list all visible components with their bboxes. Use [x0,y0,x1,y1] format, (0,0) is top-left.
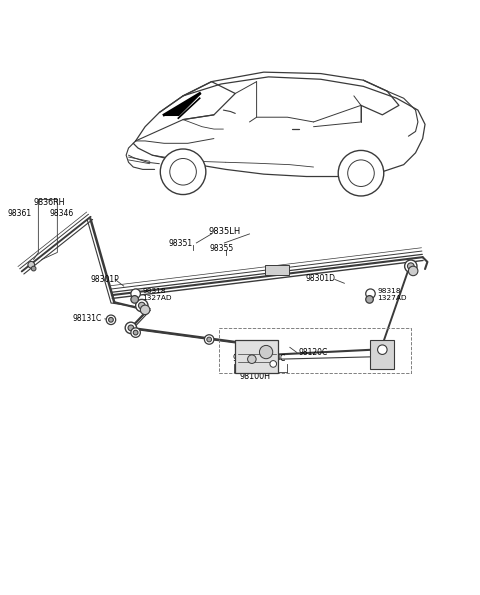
Circle shape [408,263,414,270]
Text: 98120C: 98120C [299,348,328,357]
Text: 98100: 98100 [233,354,257,363]
Circle shape [140,305,150,315]
Text: 98131C: 98131C [73,314,102,323]
Circle shape [128,325,134,331]
Circle shape [131,328,140,337]
Text: 98361: 98361 [8,209,32,218]
Circle shape [136,299,148,312]
Circle shape [170,158,196,185]
Circle shape [248,355,256,364]
Circle shape [31,266,36,271]
Circle shape [160,149,206,195]
Text: 98351: 98351 [169,239,193,248]
Circle shape [260,346,273,359]
Circle shape [408,266,418,275]
Text: 98355: 98355 [209,244,233,253]
Text: 1327AD: 1327AD [377,295,407,301]
Circle shape [338,151,384,196]
Text: 9835LH: 9835LH [208,227,240,236]
Circle shape [131,289,140,299]
Circle shape [133,330,138,335]
Text: 98301D: 98301D [305,274,336,283]
Circle shape [138,302,145,309]
Circle shape [270,361,276,367]
Circle shape [125,322,137,334]
Text: 1327AD: 1327AD [142,295,172,301]
Text: 98160C: 98160C [257,354,286,363]
Circle shape [405,260,417,273]
Circle shape [366,289,375,299]
Bar [265,265,288,275]
Bar [371,340,394,369]
Circle shape [207,337,212,342]
Text: 98318: 98318 [142,289,166,295]
Text: 9836RH: 9836RH [34,198,65,207]
Circle shape [131,296,138,303]
Text: 98301P: 98301P [91,275,120,284]
Circle shape [108,317,113,322]
Circle shape [348,160,374,186]
Bar [235,340,278,374]
Circle shape [106,315,116,324]
Circle shape [378,345,387,355]
Circle shape [28,261,35,268]
Circle shape [366,296,373,303]
Text: 98100H: 98100H [240,372,271,381]
Text: 98346: 98346 [49,209,73,218]
Text: 98318: 98318 [377,289,401,295]
Circle shape [204,335,214,345]
